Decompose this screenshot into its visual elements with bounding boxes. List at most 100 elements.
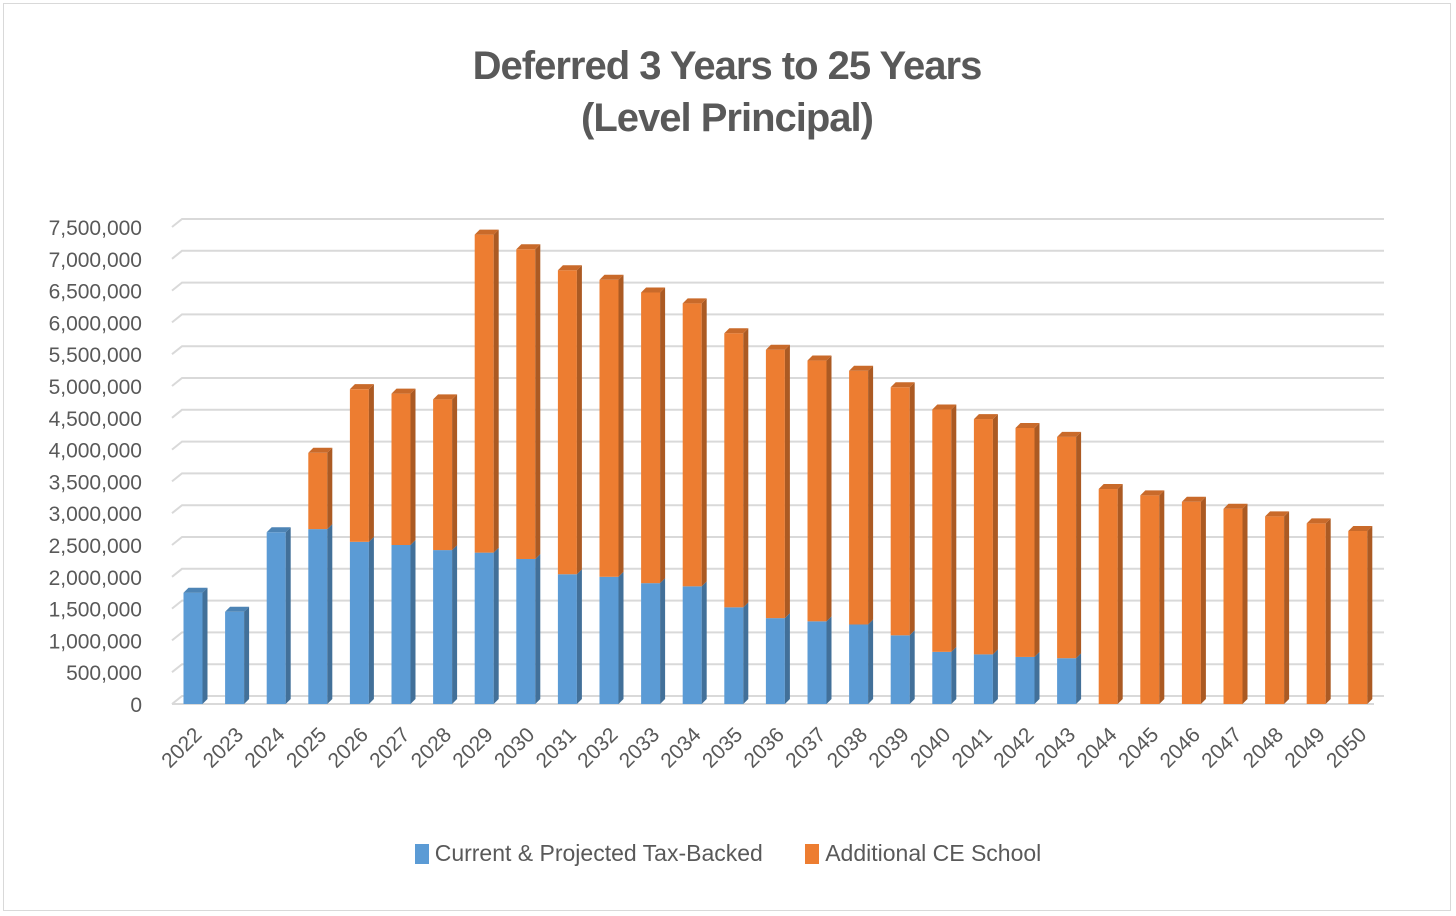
legend-swatch-orange xyxy=(805,844,820,864)
bar-segment xyxy=(1098,484,1123,704)
y-tick-label: 1,500,000 xyxy=(49,599,142,622)
legend-item-ce-school: Additional CE School xyxy=(805,840,1041,867)
x-tick-label: 2047 xyxy=(1197,723,1246,772)
x-tick-label: 2045 xyxy=(1114,723,1163,772)
x-tick-label: 2041 xyxy=(948,723,997,772)
bar-segment xyxy=(1348,526,1373,704)
bar-segment xyxy=(849,365,874,625)
x-tick-label: 2046 xyxy=(1156,723,1205,772)
bar-segment xyxy=(890,382,915,636)
x-tick-label: 2027 xyxy=(365,723,414,772)
bar-segment xyxy=(474,547,499,704)
bar-segment xyxy=(765,613,790,704)
bar-segment xyxy=(1140,490,1165,704)
x-tick-label: 2025 xyxy=(282,723,331,772)
bar-segment xyxy=(682,298,707,587)
bar-segment xyxy=(474,229,499,553)
chart-subtitle: (Level Principal) xyxy=(581,96,874,140)
bar-segment xyxy=(433,545,458,704)
x-tick-label: 2028 xyxy=(407,723,456,772)
bar-segment xyxy=(183,587,208,704)
gridline xyxy=(171,281,1384,292)
gridline xyxy=(171,249,1384,260)
gridline xyxy=(171,408,1384,419)
x-tick-label: 2040 xyxy=(906,723,955,772)
x-tick-label: 2042 xyxy=(989,723,1038,772)
bar-segment xyxy=(266,527,291,704)
bar-segment xyxy=(807,616,832,704)
legend-swatch-blue xyxy=(414,844,429,864)
y-tick-label: 4,000,000 xyxy=(49,440,142,463)
bar-segment xyxy=(516,244,541,559)
bar-segment xyxy=(1306,518,1331,704)
y-axis-ticks: 0 500,000 1,000,000 1,500,000 2,000,000 2,500… xyxy=(49,217,142,717)
y-tick-label: 6,000,000 xyxy=(49,312,142,335)
y-tick-label: 2,000,000 xyxy=(49,567,142,590)
bar-segment xyxy=(1223,503,1248,704)
bar-segment xyxy=(391,540,416,704)
x-tick-label: 2030 xyxy=(490,723,539,772)
bar-segment xyxy=(349,536,374,704)
y-tick-label: 1,000,000 xyxy=(49,630,142,653)
bar-segment xyxy=(599,274,624,577)
x-tick-label: 2023 xyxy=(199,723,248,772)
x-tick-label: 2034 xyxy=(656,723,706,773)
gridline xyxy=(171,313,1384,324)
bar-segment xyxy=(724,328,749,608)
y-tick-label: 7,000,000 xyxy=(49,249,142,272)
bar-segment xyxy=(1181,496,1206,704)
x-tick-label: 2043 xyxy=(1031,723,1080,772)
chart-title: Deferred 3 Years to 25 Years xyxy=(472,44,983,88)
legend-label-ce-school: Additional CE School xyxy=(825,840,1042,866)
gridline xyxy=(171,218,1384,228)
x-tick-label: 2048 xyxy=(1239,723,1288,772)
bar-segment xyxy=(225,606,250,704)
bar-segment xyxy=(1015,422,1040,657)
x-tick-label: 2033 xyxy=(615,723,664,772)
chart-title-block: Deferred 3 Years to 25 Years (Level Prin… xyxy=(4,40,1450,144)
y-tick-label: 3,500,000 xyxy=(49,471,142,494)
bar-segment xyxy=(1265,511,1290,704)
bar-segment xyxy=(973,649,998,704)
y-tick-label: 5,500,000 xyxy=(49,344,142,367)
bar-segment xyxy=(308,524,333,704)
bar-segment xyxy=(433,394,458,551)
bar-segment xyxy=(765,344,790,619)
bar-segment xyxy=(682,581,707,704)
y-tick-label: 2,500,000 xyxy=(49,535,142,558)
x-tick-label: 2032 xyxy=(573,723,622,772)
bar-segment xyxy=(641,287,666,584)
bar-segment xyxy=(599,571,624,704)
bar-segment xyxy=(932,646,957,704)
bar-segment xyxy=(1057,653,1082,704)
x-tick-label: 2038 xyxy=(823,723,872,772)
bar-segment xyxy=(641,578,666,704)
bar-segment xyxy=(391,388,416,545)
bar-segment xyxy=(516,553,541,704)
bar-segment xyxy=(849,619,874,704)
legend: Current & Projected Tax-Backed Additiona… xyxy=(0,840,1456,867)
x-tick-label: 2039 xyxy=(864,723,913,772)
y-tick-label: 6,500,000 xyxy=(49,281,142,304)
x-tick-label: 2026 xyxy=(324,723,373,772)
bar-segment xyxy=(724,602,749,704)
y-tick-label: 4,500,000 xyxy=(49,408,142,431)
x-tick-label: 2024 xyxy=(240,723,290,773)
x-axis-ticks: 2022202320242025202620272028202920302031… xyxy=(157,723,1371,773)
x-tick-label: 2044 xyxy=(1072,723,1122,773)
x-tick-label: 2037 xyxy=(781,723,830,772)
bar-segment xyxy=(557,265,582,575)
bar-segment xyxy=(308,447,333,530)
y-tick-label: 500,000 xyxy=(66,662,142,685)
legend-item-tax-backed: Current & Projected Tax-Backed xyxy=(414,840,763,867)
bar-segment xyxy=(1057,431,1082,659)
bar-segment xyxy=(807,355,832,622)
bar-segment xyxy=(932,404,957,652)
bar-segment xyxy=(557,569,582,704)
legend-label-tax-backed: Current & Projected Tax-Backed xyxy=(434,840,763,866)
x-tick-label: 2031 xyxy=(532,723,581,772)
x-tick-label: 2035 xyxy=(698,723,747,772)
x-tick-label: 2036 xyxy=(740,723,789,772)
bar-segment xyxy=(1015,651,1040,704)
